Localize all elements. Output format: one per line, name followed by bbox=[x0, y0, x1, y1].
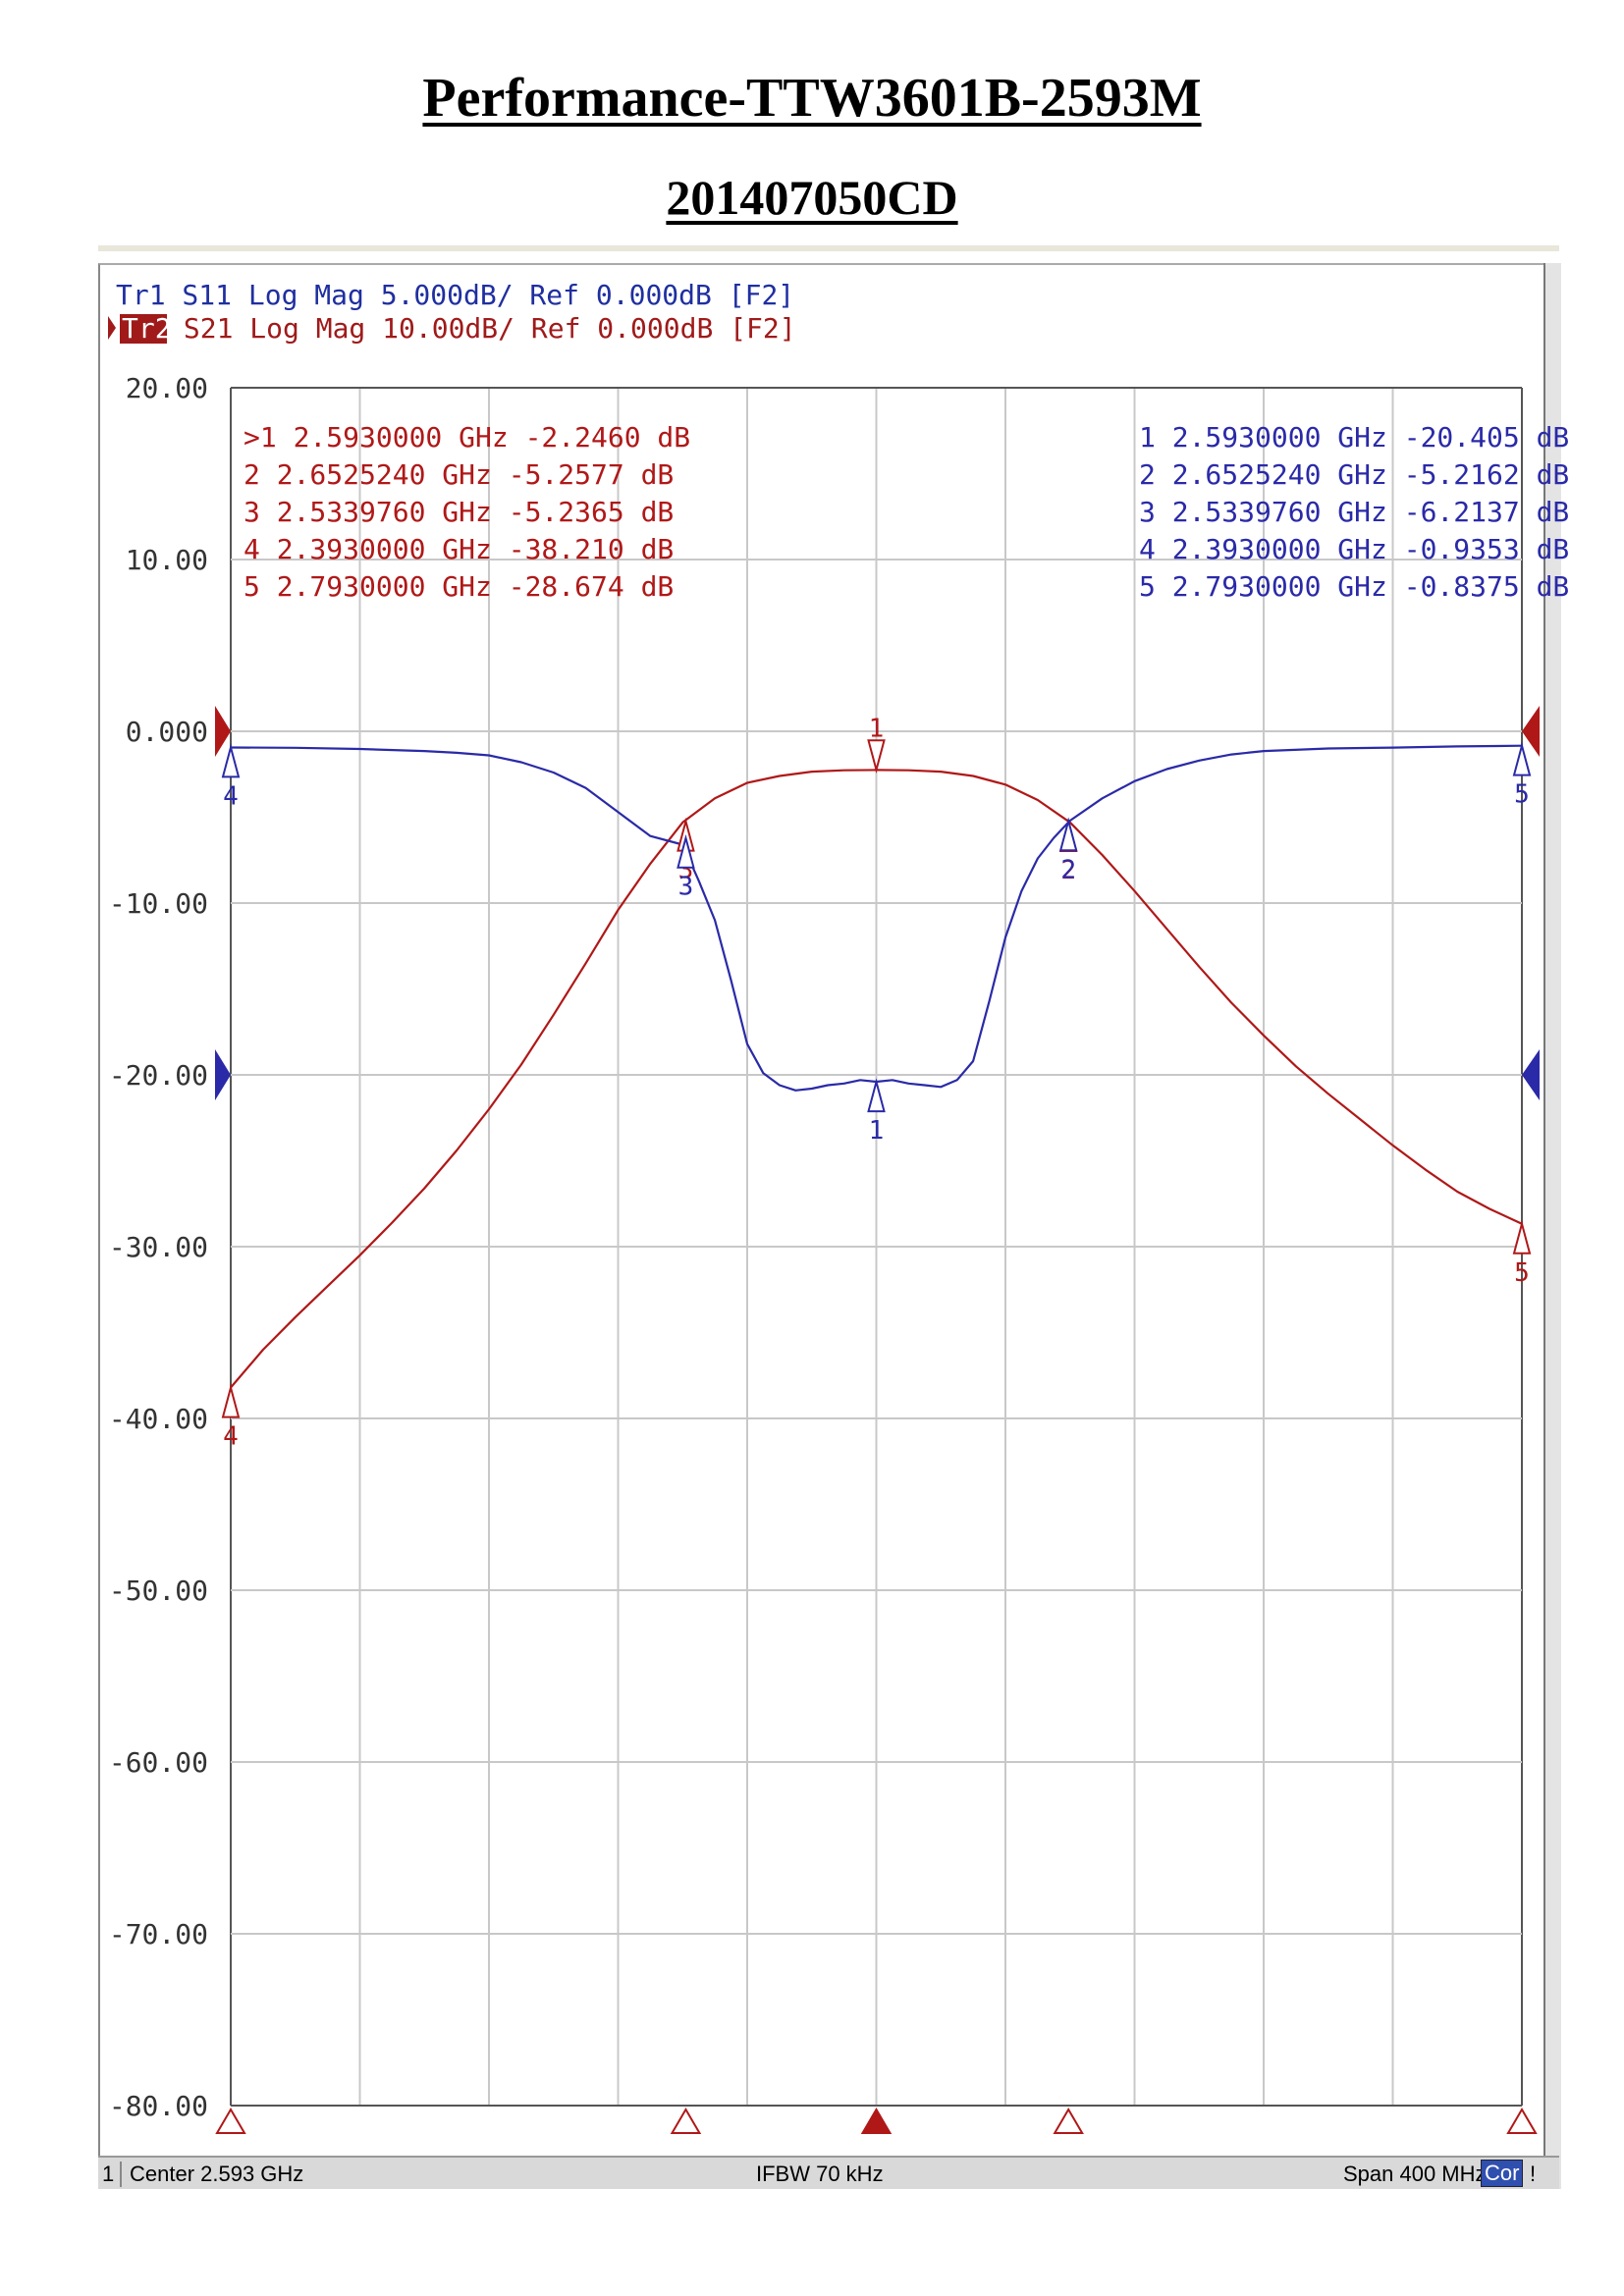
ref-level-arrow-right-icon bbox=[1522, 1049, 1540, 1100]
y-tick-label: -30.00 bbox=[109, 1231, 208, 1263]
page-title: Performance-TTW3601B-2593M bbox=[422, 68, 1202, 129]
s11-marker-table: 1 2.5930000 GHz -20.405 dB 2 2.6525240 GH… bbox=[1139, 421, 1569, 603]
marker-label: 1 bbox=[869, 714, 885, 743]
marker-position-indicator bbox=[1506, 2108, 1538, 2134]
marker-label: 4 bbox=[223, 781, 239, 811]
marker-label: 4 bbox=[223, 1422, 239, 1452]
window-right-edge bbox=[1543, 263, 1561, 2189]
s11-marker-row: 3 2.5339760 GHz -6.2137 dB bbox=[1139, 496, 1569, 528]
marker-triangle bbox=[1058, 817, 1078, 852]
y-tick-label: -40.00 bbox=[109, 1403, 208, 1435]
y-tick-label: -50.00 bbox=[109, 1575, 208, 1607]
s21-marker-row: 3 2.5339760 GHz -5.2365 dB bbox=[244, 496, 674, 528]
trace-2-badge[interactable] bbox=[120, 314, 167, 344]
marker-label: 2 bbox=[1060, 855, 1076, 884]
trace-1-header[interactable]: Tr1 S11 Log Mag 5.000dB/ Ref 0.000dB [F2… bbox=[116, 279, 794, 311]
reference-markers bbox=[215, 706, 1540, 2134]
marker-position-indicator bbox=[860, 2108, 893, 2134]
y-tick-label: -80.00 bbox=[109, 2090, 208, 2122]
marker-label: 5 bbox=[1514, 780, 1530, 810]
marker-triangle bbox=[867, 1078, 886, 1113]
trace-2-header[interactable]: S21 Log Mag 10.00dB/ Ref 0.000dB [F2] bbox=[167, 312, 796, 345]
marker-label: 1 bbox=[869, 1116, 885, 1146]
s21-marker-row: 2 2.6525240 GHz -5.2577 dB bbox=[244, 458, 674, 491]
y-tick-label: 20.00 bbox=[126, 372, 208, 404]
s11-marker-row: 1 2.5930000 GHz -20.405 dB bbox=[1139, 421, 1569, 454]
s21-marker-table: >1 2.5930000 GHz -2.2460 dB 2 2.6525240 … bbox=[244, 421, 690, 603]
y-tick-label: 10.00 bbox=[126, 544, 208, 576]
y-tick-label: -10.00 bbox=[109, 887, 208, 920]
marker-triangle bbox=[677, 833, 695, 869]
active-trace-arrow-icon bbox=[108, 316, 116, 340]
ref-level-arrow-left-icon bbox=[215, 1049, 231, 1100]
s11-marker-row: 5 2.7930000 GHz -0.8375 dB bbox=[1139, 570, 1569, 603]
s21-marker-row: 4 2.3930000 GHz -38.210 dB bbox=[244, 533, 674, 565]
channel-number[interactable]: 1 bbox=[102, 2162, 123, 2187]
marker-triangle bbox=[867, 739, 886, 774]
page-subtitle: 201407050CD bbox=[666, 170, 958, 225]
correction-badge[interactable]: Cor bbox=[1481, 2160, 1524, 2187]
trace-2-label: Tr2 bbox=[122, 312, 172, 345]
error-indicator: ! bbox=[1530, 2162, 1537, 2186]
y-tick-label: 0.000 bbox=[126, 716, 208, 748]
s21-marker-row: >1 2.5930000 GHz -2.2460 dB bbox=[244, 421, 690, 454]
analyzer-screen bbox=[98, 263, 1559, 2189]
marker-label: 3 bbox=[678, 873, 694, 902]
span[interactable]: Span 400 MHz bbox=[1343, 2162, 1487, 2186]
marker-label: 2 bbox=[1060, 856, 1076, 885]
ifbw[interactable]: IFBW 70 kHz bbox=[756, 2162, 884, 2186]
series-line-s11 bbox=[230, 744, 1523, 1092]
y-tick-label: -20.00 bbox=[109, 1059, 208, 1092]
ref-level-arrow-left-icon bbox=[215, 706, 231, 757]
status-bar: 1 Center 2.593 GHz IFBW 70 kHz Span 400 … bbox=[98, 2156, 1559, 2189]
y-tick-label: -60.00 bbox=[109, 1746, 208, 1779]
y-tick-labels: 20.00 10.00 0.000 -10.00 -20.00 -30.00 -40.00 -… bbox=[109, 372, 208, 2122]
marker-position-indicator bbox=[670, 2108, 702, 2134]
marker-triangle bbox=[221, 743, 241, 778]
s11-marker-row: 2 2.6525240 GHz -5.2162 dB bbox=[1139, 458, 1569, 491]
y-tick-label: -70.00 bbox=[109, 1918, 208, 1950]
center-frequency[interactable]: Center 2.593 GHz bbox=[130, 2162, 304, 2186]
marker-label: 5 bbox=[1514, 1258, 1530, 1288]
marker-position-indicator bbox=[1053, 2108, 1084, 2134]
s11-marker-row: 4 2.3930000 GHz -0.9353 dB bbox=[1139, 533, 1569, 565]
marker-triangle bbox=[1512, 1219, 1532, 1255]
s21-marker-row: 5 2.7930000 GHz -28.674 dB bbox=[244, 570, 674, 603]
marker-position-indicator bbox=[215, 2108, 246, 2134]
marker-triangle bbox=[1512, 741, 1532, 776]
marker-triangle bbox=[221, 1383, 241, 1418]
ref-level-arrow-right-icon bbox=[1522, 706, 1540, 757]
grid bbox=[230, 387, 1523, 2107]
